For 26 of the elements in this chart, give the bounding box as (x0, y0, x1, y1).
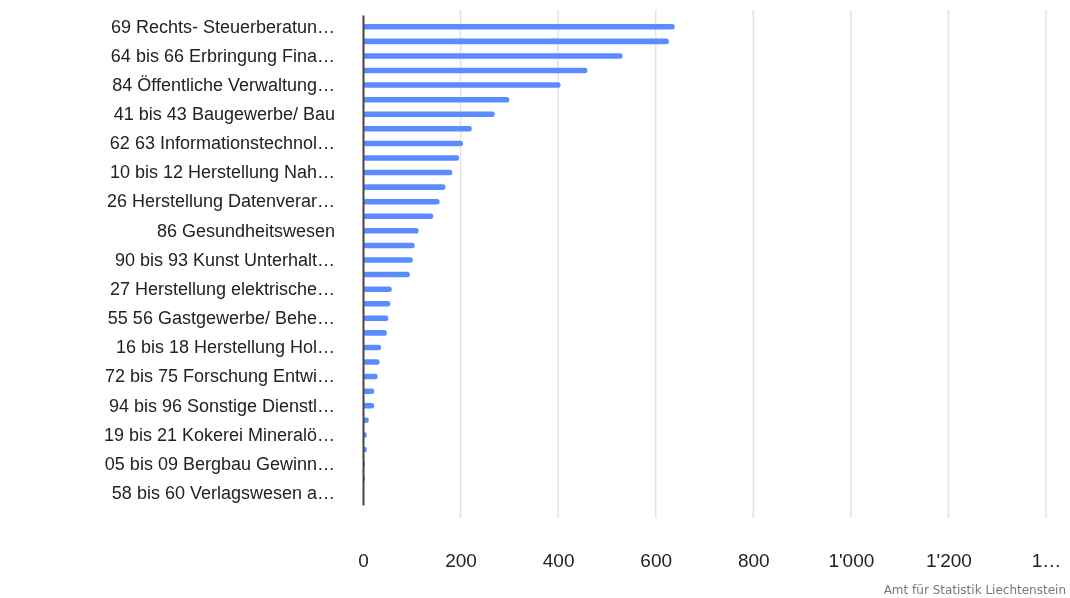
text: Amt für Statistik Liechtenstein (883, 583, 1066, 597)
y-tick-label: 05 bis 09 Bergbau Gewinn… (104, 453, 335, 474)
y-tick-label: 94 bis 96 Sonstige Dienstl… (108, 395, 335, 416)
y-tick-label: 19 bis 21 Kokerei Mineralö… (103, 424, 335, 445)
x-tick-label: 0 (358, 550, 369, 572)
y-tick-label: 26 Herstellung Datenverar… (106, 191, 335, 212)
y-tick-label: 72 bis 75 Forschung Entwi… (104, 366, 335, 387)
y-tick-label: 27 Herstellung elektrische… (109, 278, 335, 299)
y-tick-label: 62 63 Informationstechnol… (109, 133, 335, 154)
y-tick-label: 10 bis 12 Herstellung Nah… (109, 162, 335, 183)
y-tick-label: 90 bis 93 Kunst Unterhalt… (114, 249, 335, 270)
y-tick-label: 69 Rechts- Steuerberatun… (110, 16, 335, 37)
y-tick-label: 41 bis 43 Baugewerbe/ Bau (113, 104, 335, 125)
x-tick-label: 600 (640, 550, 673, 572)
x-tick-label: 200 (445, 550, 477, 572)
y-tick-label: 16 bis 18 Herstellung Hol… (115, 337, 335, 358)
y-tick-label: 64 bis 66 Erbringung Fina… (110, 45, 335, 66)
y-tick-label: 58 bis 60 Verlagswesen a… (111, 482, 335, 503)
x-tick-label: 1'200 (925, 550, 972, 572)
y-tick-label: 55 56 Gastgewerbe/ Behe… (107, 308, 335, 329)
y-tick-label: 84 Öffentliche Verwaltung… (112, 74, 335, 95)
x-tick-label: 1… (1031, 550, 1062, 572)
y-tick-label: 86 Gesundheitswesen (156, 220, 335, 241)
x-tick-label: 800 (737, 550, 770, 572)
x-tick-label: 1'000 (828, 550, 875, 572)
x-tick-label: 400 (542, 550, 575, 572)
